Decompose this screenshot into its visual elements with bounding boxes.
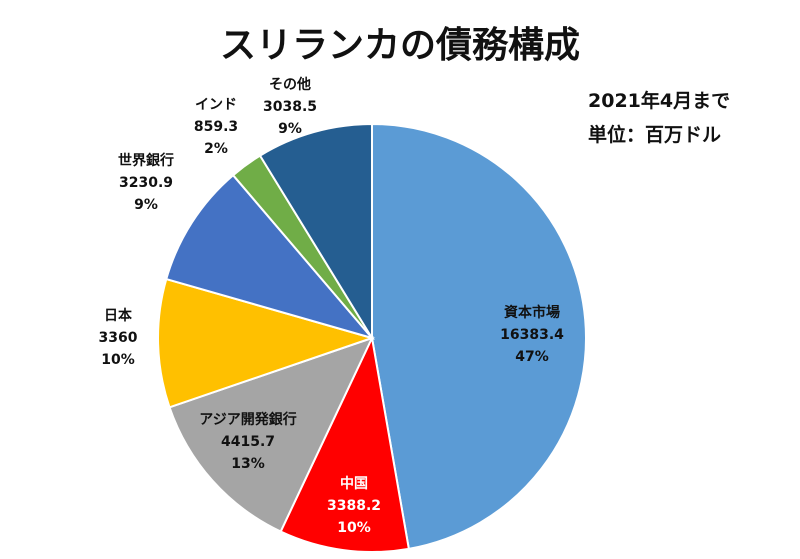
slice-value: 4415.7: [221, 434, 275, 450]
slice-label: インド: [195, 97, 237, 113]
period-note: 2021年4月まで: [588, 90, 731, 112]
slice-label: 日本: [104, 307, 133, 324]
slice-label: その他: [269, 76, 311, 93]
slice-label: 中国: [340, 475, 368, 492]
slice-value: 16383.4: [500, 327, 564, 343]
slice-label: 世界銀行: [118, 152, 174, 169]
pie-slice: [157, 277, 376, 409]
slice-value: 3230.9: [119, 175, 173, 191]
slice-value: 3388.2: [327, 498, 381, 514]
chart-title: スリランカの債務構成: [219, 25, 580, 66]
slice-percent: 13%: [231, 456, 265, 472]
slice-percent: 10%: [101, 352, 135, 368]
slice-value: 859.3: [194, 119, 238, 135]
slice-percent: 2%: [204, 141, 228, 157]
slice-value: 3360: [99, 330, 138, 346]
pie-slice: [279, 334, 410, 553]
pie-slice: [168, 336, 374, 533]
pie-slice: [258, 122, 373, 342]
slice-label: アジア開発銀行: [199, 411, 296, 428]
slice-label: 資本市場: [504, 304, 560, 321]
slice-percent: 47%: [515, 349, 549, 365]
pie-slice: [371, 122, 588, 550]
slice-percent: 9%: [134, 197, 158, 213]
unit-note: 単位：百万ドル: [588, 124, 722, 146]
slice-value: 3038.5: [263, 99, 317, 115]
pie-slice: [165, 173, 375, 340]
slice-percent: 9%: [278, 121, 302, 137]
slice-percent: 10%: [337, 520, 371, 536]
